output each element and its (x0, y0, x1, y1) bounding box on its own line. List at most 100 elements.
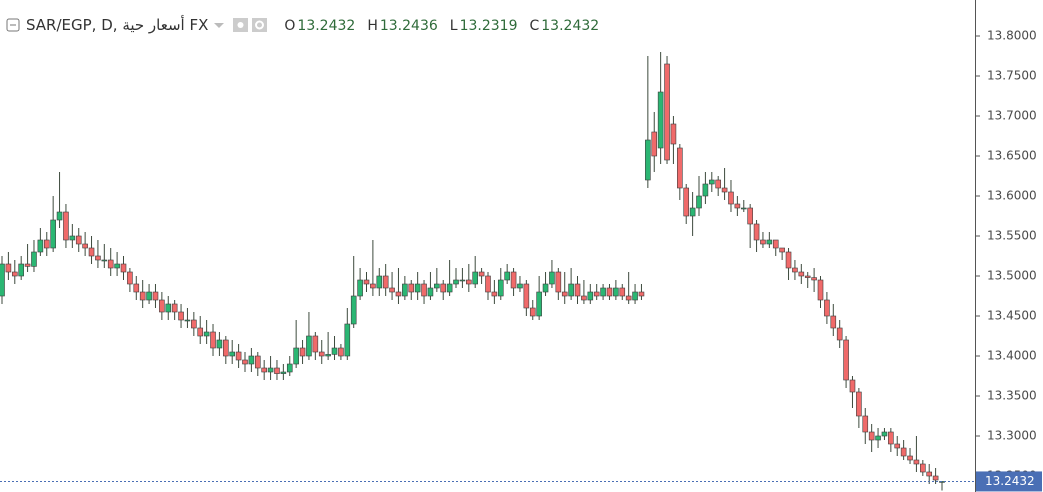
candle-body (881, 431, 888, 437)
candle-body (485, 275, 491, 293)
candle-body (868, 431, 875, 441)
candle-body (664, 63, 670, 161)
candle-body (402, 283, 408, 297)
candle-body (453, 279, 459, 285)
candle-body (299, 347, 306, 357)
candle-body (363, 279, 370, 285)
y-tick-label: 13.4500 (987, 309, 1037, 323)
candle-body (619, 287, 626, 297)
candle-body (184, 319, 191, 322)
candle-body (721, 187, 728, 193)
last-price-label: 13.2432 (985, 474, 1035, 488)
chart-title: SAR/EGP, D, أسعار حية FX (26, 16, 209, 34)
candle-body (133, 283, 140, 293)
candle-body (11, 271, 18, 277)
candle-body (638, 291, 645, 297)
ohlc-value: 13.2436 (379, 18, 438, 34)
candle-body (523, 283, 530, 309)
candle-body (229, 351, 236, 357)
candle-body (811, 277, 817, 281)
candle-body (772, 239, 779, 249)
candle-body (517, 283, 523, 289)
candle-body (715, 179, 721, 189)
candle-body (306, 335, 312, 357)
candle-body (824, 299, 830, 317)
candle-body (101, 259, 108, 262)
ohlc-legend: O 13.2432 H 13.2436 L 13.2319 C 13.2432 (272, 16, 599, 34)
candle-body (165, 303, 172, 313)
candle-body (171, 303, 178, 313)
candle-body (50, 219, 56, 249)
candle-body (568, 283, 574, 297)
ohlc-item: O 13.2432 (284, 18, 355, 34)
candle-body (389, 287, 395, 293)
y-tick-label: 13.6500 (987, 149, 1037, 163)
y-tick-label: 13.7000 (987, 109, 1037, 123)
candle-body (529, 307, 536, 317)
candle-body (427, 287, 434, 297)
ohlc-value: 13.2432 (541, 18, 600, 34)
candle-body (95, 255, 101, 261)
ohlc-label: H (367, 18, 378, 34)
candle-body (849, 379, 856, 393)
candle-body (817, 279, 824, 301)
candle-body (734, 203, 741, 209)
candle-body (625, 295, 632, 301)
candle-body (581, 295, 587, 301)
candle-body (75, 235, 82, 245)
candle-body (606, 287, 613, 297)
dropdown-caret[interactable] (212, 20, 226, 30)
candle-body (843, 339, 849, 381)
candle-body (331, 347, 338, 355)
y-tick-label: 13.5000 (987, 269, 1037, 283)
candle-body (344, 323, 351, 357)
ohlc-value: 13.2319 (459, 18, 518, 34)
candle-body (753, 223, 760, 241)
candle-body (574, 283, 581, 297)
candle-body (210, 331, 216, 349)
y-tick-label: 13.6000 (987, 189, 1037, 203)
candle-body (856, 391, 862, 417)
candle-body (728, 191, 734, 205)
candle-body (159, 299, 165, 313)
candle-body (555, 271, 562, 293)
candle-body (888, 431, 894, 445)
candle-body (593, 291, 600, 297)
candle-body (235, 351, 242, 361)
collapse-icon[interactable] (6, 18, 20, 32)
candle-body (286, 363, 293, 373)
candle-body (645, 139, 651, 181)
candle-body (683, 187, 690, 217)
candle-body (280, 371, 287, 374)
candle-body (114, 263, 120, 269)
ohlc-label: L (449, 18, 458, 34)
candle-body (536, 291, 542, 317)
candle-body (325, 354, 331, 357)
ohlc-value: 13.2432 (297, 18, 356, 34)
candle-body (459, 279, 466, 282)
candle-body (862, 415, 869, 433)
candle-body (894, 443, 901, 449)
candle-body (37, 239, 44, 253)
y-tick-label: 13.5500 (987, 229, 1037, 243)
candle-body (191, 319, 197, 329)
candle-body (178, 311, 184, 321)
candle-body (907, 455, 913, 461)
ohlc-item: L 13.2319 (450, 18, 518, 34)
candle-body (798, 271, 805, 277)
candle-body (216, 339, 223, 349)
candle-body (600, 287, 606, 297)
ohlc-item: H 13.2436 (367, 18, 437, 34)
candle-body (197, 327, 204, 337)
settings-icons[interactable] (232, 17, 272, 33)
candle-body (900, 447, 907, 457)
candle-body (670, 123, 677, 145)
candle-body (491, 291, 498, 297)
candle-body (926, 471, 933, 477)
candle-body (830, 315, 837, 329)
ohlc-label: C (529, 18, 540, 34)
candle-body (760, 239, 766, 245)
candle-body (836, 327, 843, 341)
